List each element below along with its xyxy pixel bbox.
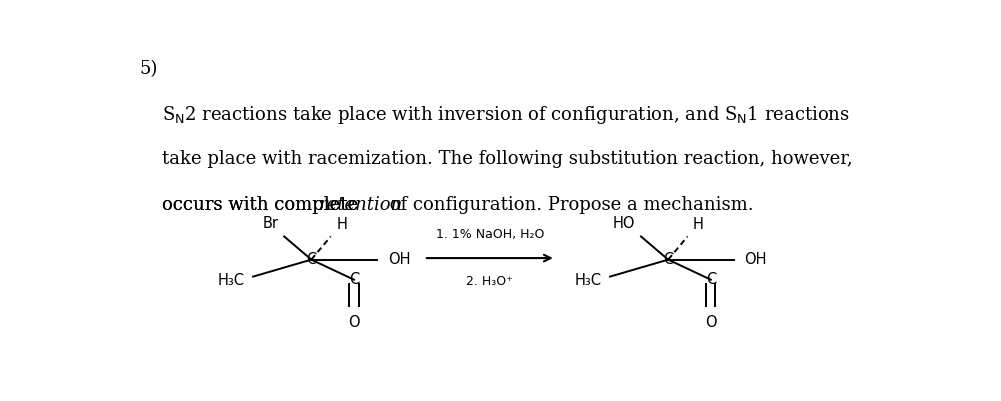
Text: occurs with complete: occurs with complete: [162, 196, 364, 214]
Text: H: H: [693, 217, 704, 231]
Text: take place with racemization. The following substitution reaction, however,: take place with racemization. The follow…: [162, 150, 853, 168]
Text: Br: Br: [262, 216, 278, 231]
Text: OH: OH: [745, 252, 767, 267]
Text: 5): 5): [139, 61, 157, 79]
Text: C: C: [706, 272, 716, 287]
Text: HO: HO: [613, 216, 636, 231]
Text: O: O: [705, 315, 717, 330]
Text: retention: retention: [318, 196, 403, 214]
Text: of configuration. Propose a mechanism.: of configuration. Propose a mechanism.: [384, 196, 754, 214]
Text: occurs with complete: occurs with complete: [162, 196, 364, 214]
Text: OH: OH: [387, 252, 410, 267]
Text: H: H: [336, 217, 347, 231]
Text: C: C: [306, 252, 316, 267]
Text: 1. 1% NaOH, H₂O: 1. 1% NaOH, H₂O: [435, 228, 544, 241]
Text: O: O: [348, 315, 359, 330]
Text: 2. H₃O⁺: 2. H₃O⁺: [466, 275, 514, 288]
Text: H₃C: H₃C: [575, 273, 602, 288]
Text: S$_\mathrm{N}$2 reactions take place with inversion of configuration, and S$_\ma: S$_\mathrm{N}$2 reactions take place wit…: [162, 104, 850, 126]
Text: C: C: [663, 252, 674, 267]
Text: H₃C: H₃C: [218, 273, 245, 288]
Text: C: C: [349, 272, 359, 287]
